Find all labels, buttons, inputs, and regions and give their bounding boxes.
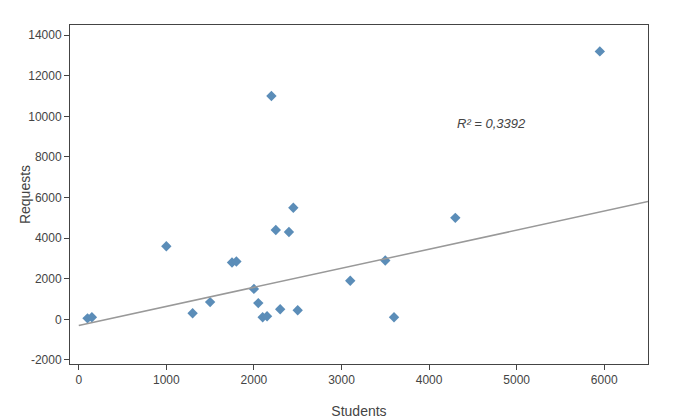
svg-text:8000: 8000 (35, 150, 62, 164)
svg-text:4000: 4000 (416, 373, 443, 387)
svg-text:6000: 6000 (591, 373, 618, 387)
svg-text:6000: 6000 (35, 191, 62, 205)
svg-text:4000: 4000 (35, 231, 62, 245)
svg-text:-2000: -2000 (31, 353, 62, 367)
svg-text:3000: 3000 (328, 373, 355, 387)
svg-text:1000: 1000 (153, 373, 180, 387)
svg-text:0: 0 (55, 313, 62, 327)
svg-text:2000: 2000 (35, 272, 62, 286)
svg-text:14000: 14000 (28, 28, 62, 42)
svg-text:Students: Students (331, 403, 386, 419)
svg-text:12000: 12000 (28, 69, 62, 83)
svg-text:2000: 2000 (241, 373, 268, 387)
svg-text:Requests: Requests (17, 165, 33, 224)
svg-text:5000: 5000 (503, 373, 530, 387)
svg-text:10000: 10000 (28, 110, 62, 124)
svg-text:R² = 0,3392: R² = 0,3392 (457, 116, 526, 131)
svg-text:0: 0 (75, 373, 82, 387)
